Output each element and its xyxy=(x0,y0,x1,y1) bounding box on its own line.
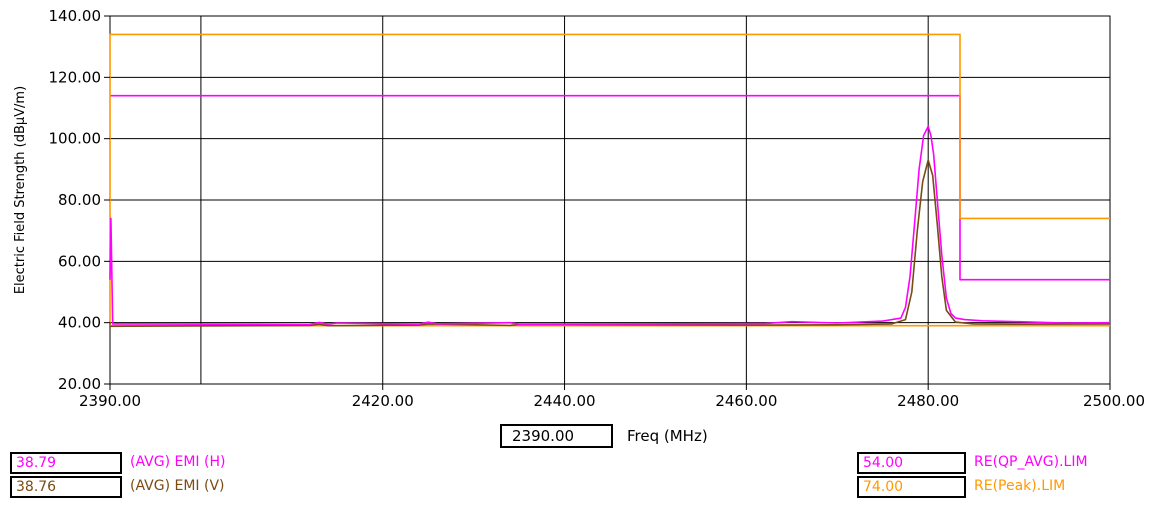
y-tick-label: 120.00 xyxy=(49,68,102,86)
x-tick-label: 2440.00 xyxy=(534,392,596,410)
legend-qp-avg-limit-value: 54.00 xyxy=(857,452,966,474)
x-tick-label: 2460.00 xyxy=(715,392,777,410)
legend-qp-avg-limit-label: RE(QP_AVG).LIM xyxy=(974,454,1088,470)
y-tick-label: 100.00 xyxy=(49,130,102,148)
emi-chart: 20.00 40.00 60.00 80.00 100.00 120.00 140.00 23… xyxy=(13,7,1146,410)
x-tick-label: 2500.00 xyxy=(1083,392,1145,410)
series-line-re-peak-lim xyxy=(109,33,1110,323)
chart-series xyxy=(109,33,1111,328)
legend-peak-limit-label: RE(Peak).LIM xyxy=(974,478,1066,494)
y-tick-label: 80.00 xyxy=(58,191,101,209)
x-tick-label: 2390.00 xyxy=(79,392,141,410)
legend-emi-h-label: (AVG) EMI (H) xyxy=(130,454,226,470)
series-line--avg-emi-v- xyxy=(109,159,1111,328)
legend-emi-h-value: 38.79 xyxy=(10,452,122,474)
chart-tick-labels: 20.00 40.00 60.00 80.00 100.00 120.00 140.00 23… xyxy=(49,7,1146,410)
y-tick-label: 40.00 xyxy=(58,314,101,332)
y-tick-label: 20.00 xyxy=(58,375,101,393)
x-axis-label: Freq (MHz) xyxy=(627,427,708,445)
y-axis-label: Electric Field Strength (dBµV/m) xyxy=(13,86,28,294)
y-tick-label: 60.00 xyxy=(58,252,101,270)
legend-peak-limit-value: 74.00 xyxy=(857,476,966,498)
x-tick-label: 2420.00 xyxy=(352,392,414,410)
legend-emi-v-value: 38.76 xyxy=(10,476,122,498)
series-line--avg-emi-h- xyxy=(109,125,1111,326)
y-tick-label: 140.00 xyxy=(49,7,102,25)
cursor-freq-field[interactable]: 2390.00 xyxy=(500,424,613,448)
x-tick-label: 2480.00 xyxy=(897,392,959,410)
legend-emi-v-label: (AVG) EMI (V) xyxy=(130,478,225,494)
